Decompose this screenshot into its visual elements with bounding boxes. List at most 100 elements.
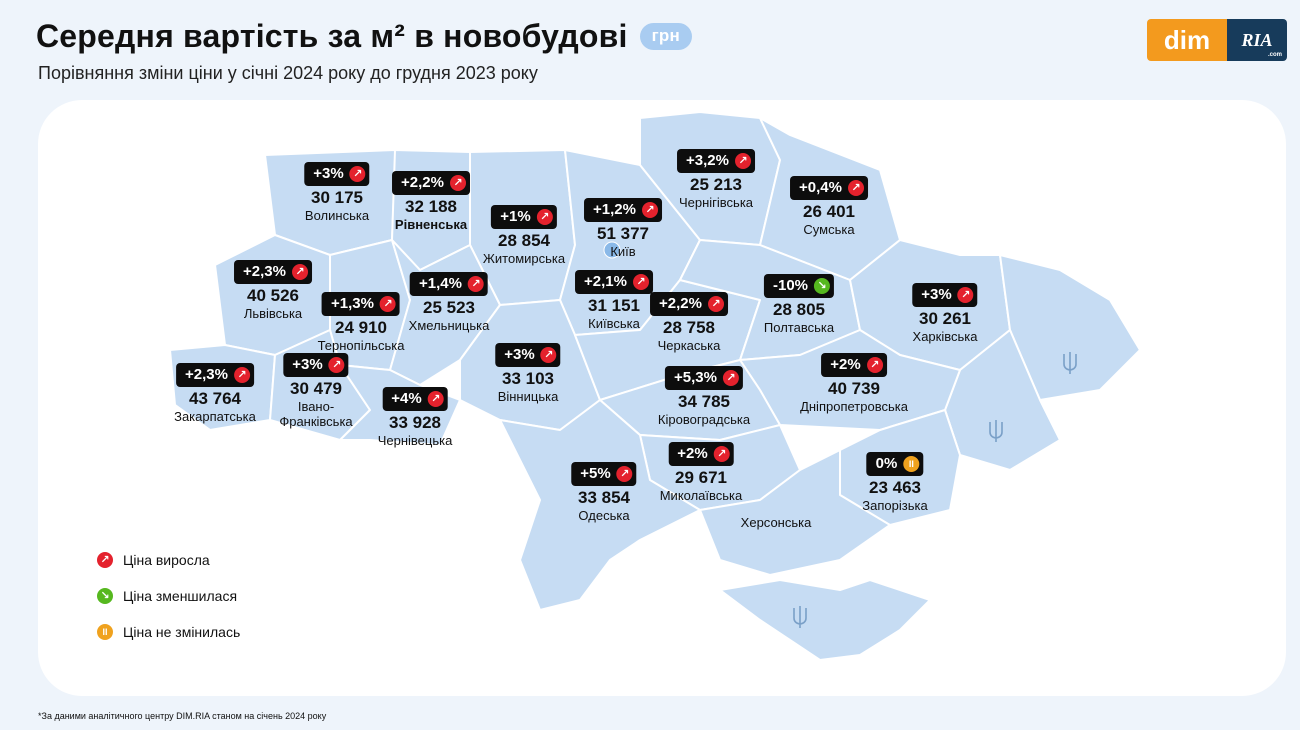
price-value: 40 739 [827,379,880,398]
region-label: +2,3% ↗ 40 526 Львівська [234,260,312,321]
legend-label: Ціна зменшилася [123,588,238,604]
title-text: Середня вартість за м² в новобудові [36,18,628,54]
region-name: Чернівецька [377,433,453,448]
region-name: Запорізька [862,498,928,513]
price-value: 28 805 [773,300,825,319]
region-name: Харківська [912,329,978,344]
arrow-up-icon: ↗ [540,347,557,363]
kherson-label: Херсонська [740,515,812,530]
arrow-up-icon: ↗ [707,296,724,312]
logo-ria-text: RIA [1241,29,1273,50]
region-name: Черкаська [657,338,721,353]
dim-ria-logo: dim RIA .com [1147,19,1287,61]
change-badge: +1,3% ↗ [322,292,400,316]
pause-icon: II [97,624,113,640]
arrow-up-icon: ↗ [349,166,366,182]
change-badge: +2,2% ↗ [392,171,470,195]
change-value: +3% [504,346,535,363]
arrow-up-icon: ↗ [847,180,864,196]
change-value: +3% [313,165,344,182]
change-value: +4% [391,390,422,407]
legend-item-increase: ↗ Ціна виросла [97,550,240,570]
legend-label: Ціна виросла [123,552,210,568]
trident-icon [793,606,807,628]
region-label: -10% ↘ 28 805 Полтавська [764,274,834,335]
page-title: Середня вартість за м² в новобудові грн [36,18,692,55]
arrow-up-icon: ↗ [97,552,113,568]
region-name: Рівненська [394,217,468,232]
change-badge: +3% ↗ [495,343,561,367]
region-name: Дніпропетровська [800,399,908,414]
region-label: +2% ↗ 40 739 Дніпропетровська [800,353,908,414]
legend-label: Ціна не змінилась [123,624,241,640]
arrow-up-icon: ↗ [536,209,553,225]
region-label: +2% ↗ 29 671 Миколаївська [659,442,743,503]
change-value: +2,3% [185,366,228,383]
change-badge: +2,3% ↗ [176,363,254,387]
region-shape-odesa [499,399,701,611]
arrow-up-icon: ↗ [632,274,649,290]
region-label: +1,2% ↗ 51 377 Київ [584,198,662,259]
price-value: 43 764 [188,389,241,408]
change-value: +2,2% [401,174,444,191]
kyiv-city-shape [603,241,621,259]
price-value: 25 213 [689,175,742,194]
change-badge: +2,3% ↗ [234,260,312,284]
change-badge: +3% ↗ [283,353,349,377]
region-name: Київська [588,316,640,331]
price-value: 33 103 [501,369,554,388]
unit-badge: грн [639,23,692,50]
arrow-up-icon: ↗ [957,287,974,303]
price-value: 29 671 [674,468,727,487]
arrow-up-icon: ↗ [641,202,658,218]
price-value: 28 758 [662,318,715,337]
change-value: +5% [580,465,611,482]
change-value: +3% [921,286,952,303]
region-name: Миколаївська [659,488,743,503]
region-name: Одеська [578,508,630,523]
change-badge: +4% ↗ [382,387,448,411]
legend: ↗ Ціна виросла ↘ Ціна зменшилася II Ціна… [97,550,240,658]
price-value: 30 261 [918,309,971,328]
legend-item-unchanged: II Ціна не змінилась [97,622,240,642]
change-badge: 0% II [866,452,924,476]
change-value: +1,4% [419,275,462,292]
change-value: +2,3% [243,263,286,280]
region-name: Київ [610,244,636,259]
change-value: +2,1% [584,273,627,290]
change-badge: +1,2% ↗ [584,198,662,222]
region-name: Тернопільська [317,338,405,353]
change-badge: -10% ↘ [763,274,835,298]
page-subtitle: Порівняння зміни ціни у січні 2024 року … [38,63,538,83]
footnote: *За даними аналітичного центру DIM.RIA с… [38,711,327,721]
change-badge: +2% ↗ [821,353,887,377]
region-name: Закарпатська [174,409,256,424]
region-label: +2,2% ↗ 32 188 Рівненська [392,171,470,232]
price-value: 33 854 [577,488,630,507]
region-shape-kherson [699,449,891,576]
price-value: 40 526 [246,286,299,305]
trident-emblems [793,352,1077,628]
logo-ria: RIA .com [1227,19,1287,61]
change-value: +3% [292,356,323,373]
region-label: +3% ↗ 30 175 Волинська [304,162,370,223]
arrow-down-icon: ↘ [97,588,113,604]
change-badge: +2,1% ↗ [575,270,653,294]
change-value: -10% [772,277,809,294]
region-label: +2,3% ↗ 43 764 Закарпатська [174,363,256,424]
region-label: +1,4% ↗ 25 523 Хмельницька [408,272,490,333]
region-name: Чернігівська [678,195,754,210]
trident-icon [1063,352,1077,374]
region-label: +2,1% ↗ 31 151 Київська [575,270,653,331]
region-name: Хмельницька [408,318,490,333]
arrow-down-icon: ↘ [814,278,831,294]
region-label: +3% ↗ 30 261 Харківська [912,283,978,344]
price-value: 51 377 [596,224,649,243]
price-value: 30 175 [310,188,363,207]
logo-ria-sub: .com [1267,52,1282,58]
region-label: +3% ↗ 30 479 Івано- Франківська [279,353,353,429]
price-value: 34 785 [678,392,730,411]
region-label: +0,4% ↗ 26 401 Сумська [790,176,868,237]
arrow-up-icon: ↗ [616,466,633,482]
change-badge: +3,2% ↗ [677,149,755,173]
